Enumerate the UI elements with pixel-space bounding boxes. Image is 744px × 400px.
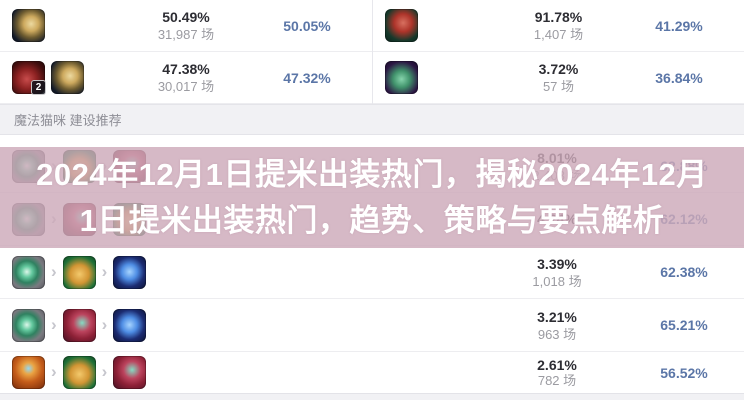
page-title-line1: 2024年12月1日提米出装热门，揭秘2024年12月 bbox=[36, 156, 708, 192]
pick-rate: 50.05% bbox=[283, 17, 331, 34]
item-icon[interactable] bbox=[62, 308, 96, 342]
build-icon-sequence: › › bbox=[0, 356, 490, 389]
item-icon[interactable] bbox=[12, 9, 45, 42]
games-count: 31,987 场 bbox=[157, 27, 215, 42]
item-icon[interactable] bbox=[51, 61, 84, 94]
item-count-badge: 2 bbox=[31, 80, 46, 95]
item-stat-row[interactable]: 50.49% 31,987 场 50.05% bbox=[0, 0, 372, 52]
build-icon-sequence: › › bbox=[0, 308, 490, 342]
chevron-right-icon: › bbox=[101, 362, 108, 381]
bottom-divider-strip bbox=[0, 393, 744, 400]
item-stat-row[interactable]: 3.72% 57 场 36.84% bbox=[373, 52, 744, 104]
item-icon[interactable] bbox=[385, 9, 418, 42]
item-icon[interactable] bbox=[12, 255, 45, 289]
stats-block: 91.78% 1,407 场 bbox=[503, 8, 614, 43]
win-rate: 2.61% bbox=[537, 357, 577, 373]
pick-rate: 47.32% bbox=[283, 69, 331, 86]
stats-block: 3.39% 1,018 场 bbox=[490, 255, 624, 290]
chevron-right-icon: › bbox=[51, 314, 57, 334]
pick-rate: 41.29% bbox=[655, 17, 703, 34]
stats-block: 3.72% 57 场 bbox=[503, 60, 614, 95]
pick-rate: 56.52% bbox=[660, 364, 708, 381]
stats-block: 47.38% 30,017 场 bbox=[130, 60, 242, 95]
build-row[interactable]: › › 3.21% 963 场 65.21% bbox=[0, 299, 744, 352]
games-count: 30,017 场 bbox=[157, 79, 215, 94]
win-rate: 3.21% bbox=[537, 308, 577, 325]
stats-block: 2.61% 782 场 bbox=[490, 357, 624, 388]
pick-rate: 36.84% bbox=[655, 69, 703, 86]
build-icon-sequence: › › bbox=[0, 255, 490, 289]
games-count: 57 场 bbox=[542, 79, 575, 94]
chevron-right-icon: › bbox=[51, 362, 57, 381]
item-icon-group: 2 bbox=[0, 61, 130, 95]
chevron-right-icon: › bbox=[51, 261, 57, 281]
items-column-right: 91.78% 1,407 场 41.29% 3.72% 57 场 36.84% bbox=[372, 0, 744, 104]
item-icon[interactable] bbox=[385, 61, 418, 94]
games-count: 1,018 场 bbox=[532, 273, 582, 289]
spacer bbox=[0, 135, 744, 140]
build-row[interactable]: › › 3.39% 1,018 场 62.38% bbox=[0, 246, 744, 299]
stats-block: 50.49% 31,987 场 bbox=[130, 8, 242, 43]
games-count: 963 场 bbox=[537, 326, 577, 342]
pick-rate: 62.38% bbox=[660, 264, 708, 280]
pick-rate: 65.21% bbox=[660, 317, 708, 333]
chevron-right-icon: › bbox=[101, 314, 108, 334]
item-icon[interactable] bbox=[113, 255, 147, 289]
item-icon-group bbox=[373, 61, 503, 94]
games-count: 1,407 场 bbox=[533, 27, 584, 42]
build-row[interactable]: › › 2.61% 782 场 56.52% bbox=[0, 352, 744, 393]
win-rate: 3.72% bbox=[538, 61, 579, 77]
stats-block: 3.21% 963 场 bbox=[490, 308, 624, 343]
item-icon[interactable] bbox=[12, 356, 45, 389]
item-stat-row[interactable]: 2 47.38% 30,017 场 47.32% bbox=[0, 52, 372, 104]
games-count: 782 场 bbox=[537, 373, 577, 388]
item-icon[interactable] bbox=[62, 255, 96, 289]
page-title-line2: 1日提米出装热门，趋势、策略与要点解析 bbox=[79, 202, 665, 238]
section-header-label: 魔法猫咪 建设推荐 bbox=[14, 113, 122, 128]
item-icon[interactable] bbox=[62, 356, 96, 389]
item-icon-group bbox=[0, 9, 130, 42]
top-stats-section: 50.49% 31,987 场 50.05% 2 47.38% 30,017 场… bbox=[0, 0, 744, 104]
item-icon[interactable] bbox=[113, 356, 147, 389]
item-icon[interactable] bbox=[12, 308, 45, 342]
items-column-left: 50.49% 31,987 场 50.05% 2 47.38% 30,017 场… bbox=[0, 0, 372, 104]
win-rate: 3.39% bbox=[537, 255, 577, 272]
title-overlay: 2024年12月1日提米出装热门，揭秘2024年12月 1日提米出装热门，趋势、… bbox=[0, 147, 744, 248]
item-icon[interactable]: 2 bbox=[12, 61, 46, 95]
section-header-band: 魔法猫咪 建设推荐 bbox=[0, 104, 744, 135]
chevron-right-icon: › bbox=[101, 261, 108, 281]
win-rate: 50.49% bbox=[162, 9, 210, 25]
item-icon-group bbox=[373, 9, 503, 42]
item-stat-row[interactable]: 91.78% 1,407 场 41.29% bbox=[373, 0, 744, 52]
win-rate: 47.38% bbox=[162, 61, 210, 77]
item-icon[interactable] bbox=[113, 308, 147, 342]
win-rate: 91.78% bbox=[534, 9, 583, 25]
